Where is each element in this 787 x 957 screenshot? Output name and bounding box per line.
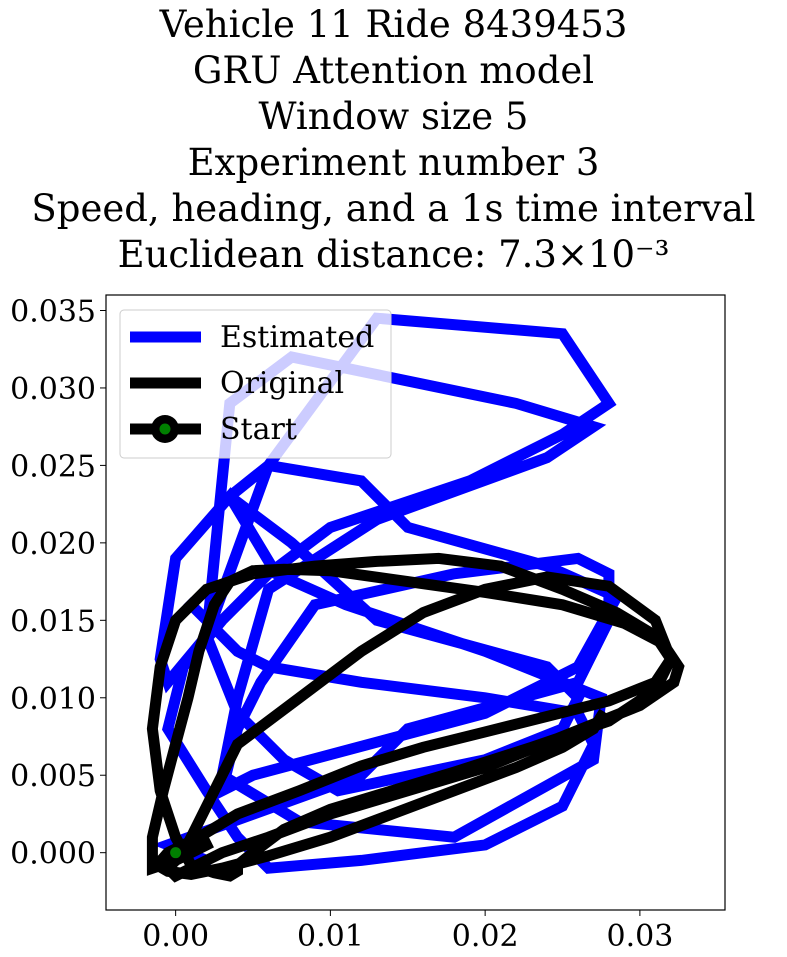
legend-start-marker-dot — [159, 423, 171, 435]
legend: Estimated Original Start — [119, 309, 392, 459]
title-line-6: Euclidean distance: 7.3×10⁻³ — [117, 233, 670, 276]
y-tick-label: 0.000 — [10, 837, 96, 872]
series-layer — [146, 312, 685, 883]
y-tick-label: 0.015 — [10, 604, 96, 639]
title-line-2: GRU Attention model — [192, 49, 595, 92]
y-tick-label: 0.030 — [10, 372, 96, 407]
legend-label: Start — [220, 412, 297, 447]
title-line-3: Window size 5 — [258, 95, 529, 138]
title-line-5: Speed, heading, and a 1s time interval — [31, 187, 756, 230]
x-tick-label: 0.01 — [297, 919, 364, 954]
legend-label: Original — [220, 366, 344, 401]
y-tick-label: 0.010 — [10, 682, 96, 717]
x-tick-label: 0.00 — [142, 919, 209, 954]
x-tick-label: 0.02 — [452, 919, 519, 954]
title-line-4: Experiment number 3 — [187, 141, 600, 184]
axes-frame — [105, 294, 726, 911]
y-tick-label: 0.005 — [10, 759, 96, 794]
y-tick-label: 0.020 — [10, 527, 96, 562]
y-tick-label: 0.035 — [10, 294, 96, 329]
y-tick-label: 0.025 — [10, 449, 96, 484]
tick-layer: 0.00 0.01 0.02 0.03 0.000 0.005 0.010 0.015 0.02… — [10, 294, 673, 954]
legend-label: Estimated — [220, 320, 374, 355]
legend-box — [119, 309, 392, 459]
chart-title: Vehicle 11 Ride 8439453 GRU Attention mo… — [0, 2, 787, 278]
x-tick-label: 0.03 — [606, 919, 673, 954]
series-original — [146, 552, 685, 883]
start-point-marker — [170, 847, 182, 859]
title-line-1: Vehicle 11 Ride 8439453 — [159, 3, 628, 46]
